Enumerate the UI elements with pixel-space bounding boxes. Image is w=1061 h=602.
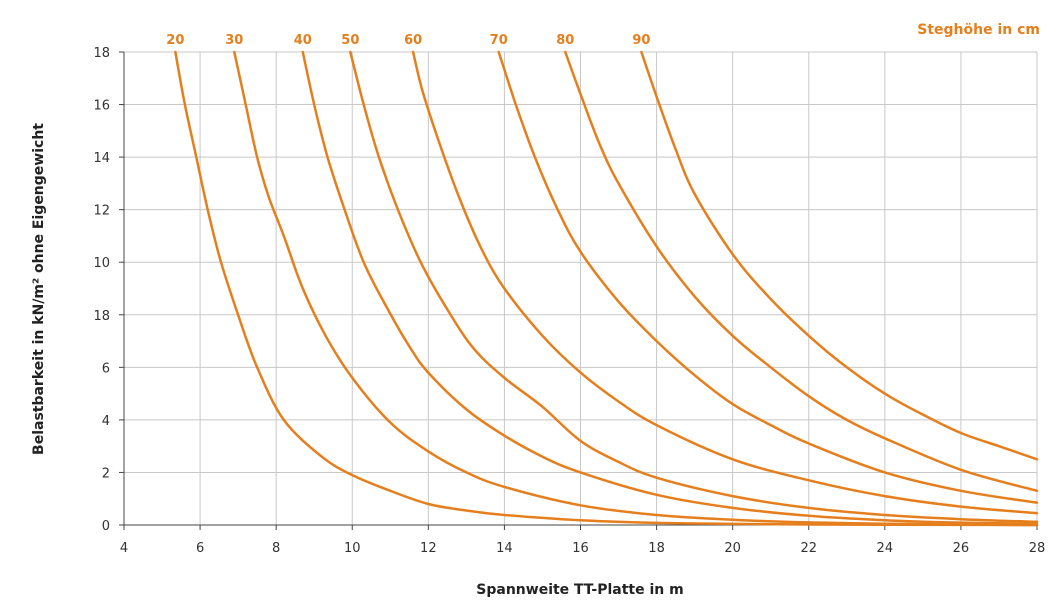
x-axis-title: Spannweite TT-Platte in m: [476, 582, 683, 598]
axes: [119, 51, 1038, 530]
x-tick-label: 6: [196, 541, 204, 556]
x-tick-label: 4: [120, 541, 128, 556]
series-line-50: [349, 50, 1039, 524]
x-tick-label: 12: [420, 541, 437, 556]
x-tick-label: 26: [953, 541, 970, 556]
series-line-80: [564, 50, 1039, 493]
series-label-40: 40: [294, 33, 312, 48]
y-tick-label: 16: [93, 99, 110, 114]
series-label-60: 60: [404, 33, 422, 48]
x-tick-label: 22: [800, 541, 817, 556]
series-line-30: [233, 50, 1039, 527]
y-tick-label: 0: [102, 519, 110, 534]
series-line-40: [301, 50, 1039, 525]
series-label-80: 80: [556, 33, 574, 48]
series-label-90: 90: [632, 33, 650, 48]
x-tick-label: 10: [344, 541, 361, 556]
series-lines: [174, 50, 1039, 527]
x-tick-label: 20: [724, 541, 741, 556]
y-tick-label: 6: [102, 361, 110, 376]
series-label-70: 70: [490, 33, 508, 48]
x-tick-labels: 4 6 8 10 12 14 16 18 20 22 24 26 28: [120, 541, 1045, 556]
y-tick-label: 2: [102, 466, 110, 481]
y-tick-labels: 0 2 4 6 18 10 12 14 16 18: [93, 46, 110, 534]
y-tick-label: 18: [93, 309, 110, 324]
x-tick-label: 8: [272, 541, 280, 556]
series-line-90: [640, 50, 1039, 461]
x-tick-label: 16: [572, 541, 589, 556]
y-tick-label: 18: [93, 46, 110, 61]
y-tick-label: 12: [93, 204, 110, 219]
series-line-20: [174, 50, 1039, 527]
series-line-70: [497, 50, 1039, 504]
y-tick-label: 14: [93, 151, 110, 166]
series-label-30: 30: [225, 33, 243, 48]
legend-title: Steghöhe in cm: [917, 22, 1040, 38]
x-tick-label: 28: [1029, 541, 1046, 556]
series-label-20: 20: [166, 33, 184, 48]
y-tick-label: 10: [93, 256, 110, 271]
x-tick-label: 24: [877, 541, 894, 556]
series-line-60: [411, 50, 1039, 515]
y-axis-title: Belastbarkeit in kN/m² ohne Eigengewicht: [31, 123, 47, 455]
series-label-50: 50: [341, 33, 359, 48]
x-tick-label: 18: [648, 541, 665, 556]
grid-lines: [124, 51, 1038, 525]
x-tick-label: 14: [496, 541, 513, 556]
series-labels: 20 30 40 50 60 70 80 90: [166, 33, 650, 48]
y-tick-label: 4: [102, 414, 110, 429]
